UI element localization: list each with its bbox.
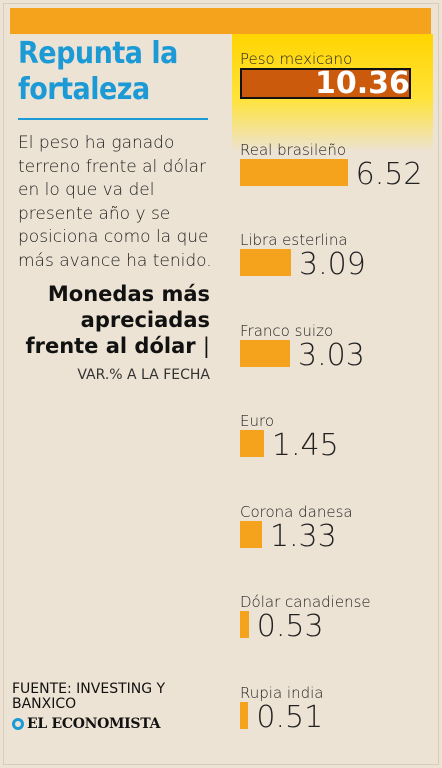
- bar: [240, 339, 290, 367]
- title-separator: |: [202, 334, 210, 358]
- value-label: 0.51: [256, 699, 324, 735]
- category-label: Corona danesa: [240, 502, 353, 521]
- value-label: 3.03: [298, 337, 365, 373]
- top-color-strip: [10, 8, 431, 34]
- category-label: Dólar canadiense: [240, 593, 371, 611]
- category-label: Peso mexicano: [240, 50, 353, 68]
- bar: [240, 701, 249, 729]
- category-label: Real brasileño: [240, 140, 347, 159]
- bar: [240, 430, 264, 457]
- value-label: 6.52: [355, 156, 423, 192]
- category-label: Libra esterlina: [240, 231, 348, 249]
- value-label: 1.33: [269, 518, 337, 554]
- bar: [240, 520, 262, 548]
- bar: [240, 68, 411, 99]
- headline: Repunta la fortaleza: [18, 36, 178, 107]
- bar: [240, 611, 249, 638]
- headline-rule: [18, 118, 208, 120]
- graphic-frame: [3, 3, 439, 765]
- brand-name: EL ECONOMISTA: [27, 716, 161, 732]
- chart-subtitle: VAR.% A LA FECHA: [77, 367, 210, 383]
- bar: [240, 158, 348, 186]
- bar: [240, 249, 291, 276]
- value-label: 1.45: [271, 428, 339, 463]
- intro-text: El peso ha ganado terreno frente al dóla…: [18, 133, 212, 271]
- source-credit: FUENTE: INVESTING Y BANXICO: [12, 681, 166, 712]
- category-label: Rupia india: [240, 683, 324, 702]
- category-label: Euro: [240, 412, 274, 430]
- value-label: 10.36: [315, 66, 410, 101]
- chart-title: Monedas más apreciadas frente al dólar |: [18, 281, 210, 359]
- brand: EL ECONOMISTA: [12, 716, 160, 732]
- chart-title-text: Monedas más apreciadas frente al dólar: [25, 282, 210, 358]
- brand-logo-icon: [12, 718, 24, 730]
- value-label: 3.09: [299, 247, 366, 282]
- value-label: 0.53: [256, 609, 324, 644]
- category-label: Franco suizo: [240, 321, 334, 340]
